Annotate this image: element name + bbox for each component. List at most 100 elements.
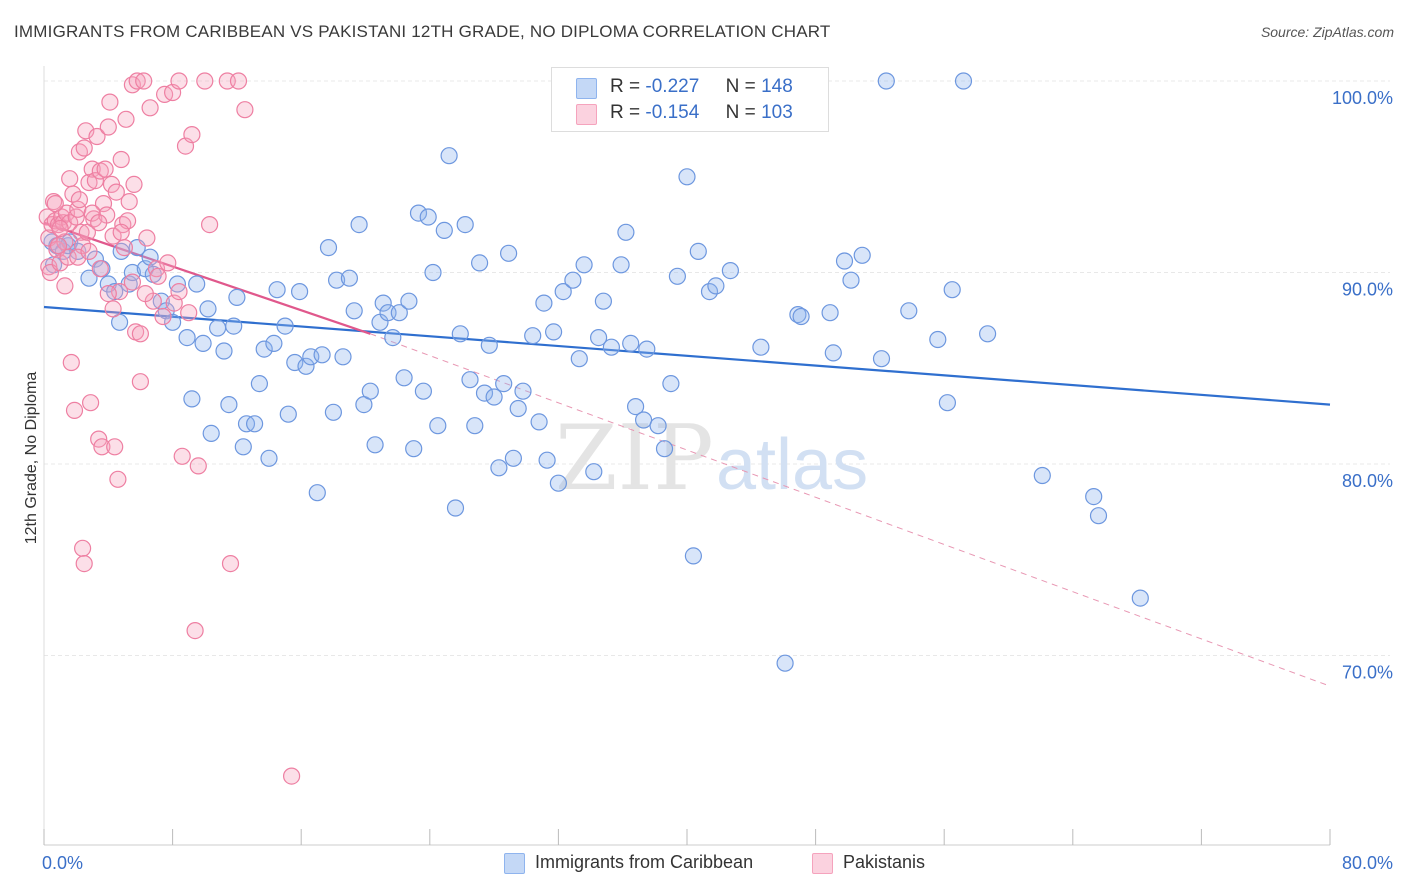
- data-point: [202, 424, 220, 442]
- data-point: [96, 160, 114, 178]
- data-point: [183, 126, 201, 144]
- data-point: [334, 348, 352, 366]
- data-point: [929, 330, 947, 349]
- data-point: [90, 214, 108, 232]
- y-tick-label: 100.0%: [1332, 88, 1393, 108]
- data-point: [456, 216, 474, 234]
- data-point: [49, 237, 68, 255]
- data-point: [196, 72, 214, 90]
- trend-line: [43, 221, 371, 335]
- data-point: [429, 417, 447, 435]
- data-point: [324, 403, 342, 421]
- data-point: [61, 170, 79, 188]
- watermark: ZIP atlas: [555, 406, 868, 511]
- data-point: [1085, 488, 1103, 506]
- data-point: [112, 223, 130, 241]
- data-point: [75, 139, 93, 157]
- data-point: [471, 254, 489, 272]
- data-point: [313, 346, 331, 364]
- data-point: [46, 195, 64, 213]
- data-point: [564, 271, 582, 289]
- data-point: [112, 150, 130, 169]
- data-point: [446, 499, 465, 517]
- data-point: [451, 325, 469, 343]
- data-point: [189, 457, 207, 475]
- data-point: [1131, 589, 1149, 607]
- axes: [43, 829, 1331, 846]
- data-point: [824, 344, 842, 362]
- data-point: [835, 252, 854, 270]
- data-point: [123, 273, 141, 291]
- data-point: [131, 373, 149, 391]
- data-point: [419, 208, 437, 226]
- data-point: [514, 382, 532, 400]
- data-point: [173, 447, 191, 465]
- data-point: [594, 292, 613, 310]
- data-point: [183, 390, 201, 408]
- data-point: [485, 388, 503, 406]
- y-tick-label: 80.0%: [1342, 471, 1393, 491]
- data-point: [220, 396, 238, 414]
- data-point: [128, 72, 146, 90]
- data-point: [589, 329, 608, 347]
- series-caribbean: [43, 72, 1149, 672]
- legend-n-value: 103: [761, 102, 793, 123]
- data-point: [65, 401, 84, 419]
- data-point: [81, 394, 100, 412]
- data-point: [524, 327, 542, 345]
- data-point: [236, 101, 254, 119]
- data-point: [435, 221, 453, 239]
- data-point: [684, 547, 703, 565]
- data-point: [634, 411, 653, 429]
- data-point: [544, 323, 563, 341]
- data-point: [109, 470, 127, 488]
- data-point: [319, 239, 338, 257]
- data-point: [409, 204, 428, 222]
- data-point: [56, 277, 74, 295]
- legend-r-label: R =: [610, 102, 641, 123]
- data-point: [194, 334, 212, 352]
- data-point: [123, 263, 141, 282]
- data-point: [345, 302, 363, 320]
- legend-swatch-caribbean: [576, 78, 597, 99]
- data-point: [86, 172, 105, 190]
- data-point: [776, 654, 794, 672]
- source-label: Source: ZipAtlas.com: [1260, 24, 1394, 40]
- data-point: [159, 254, 177, 272]
- data-point: [395, 369, 413, 387]
- data-point: [689, 242, 707, 260]
- data-point: [622, 334, 640, 352]
- legend-n-label: N =: [725, 102, 756, 123]
- data-point: [101, 93, 119, 111]
- data-point: [821, 304, 839, 322]
- data-point: [405, 440, 423, 458]
- data-point: [662, 375, 680, 393]
- data-point: [75, 554, 93, 573]
- data-points: [38, 72, 1149, 785]
- data-point: [707, 277, 725, 295]
- data-point: [225, 317, 243, 335]
- data-point: [131, 325, 149, 343]
- x-tick-label: 0.0%: [42, 853, 83, 873]
- data-point: [99, 285, 117, 303]
- data-point: [265, 334, 283, 352]
- data-point: [201, 216, 219, 234]
- data-point: [99, 118, 117, 136]
- data-point: [366, 436, 384, 454]
- data-point: [135, 72, 153, 90]
- data-point: [83, 204, 101, 222]
- data-point: [466, 417, 484, 435]
- data-point: [490, 459, 508, 477]
- watermark-zip: ZIP: [555, 406, 714, 511]
- data-point: [853, 246, 871, 264]
- data-point: [72, 223, 90, 241]
- data-point: [246, 415, 264, 433]
- data-point: [57, 204, 76, 222]
- data-point: [1033, 466, 1051, 485]
- data-point: [62, 353, 80, 372]
- data-point: [900, 302, 918, 320]
- data-point: [328, 271, 346, 289]
- data-point: [164, 313, 182, 331]
- data-point: [500, 244, 518, 262]
